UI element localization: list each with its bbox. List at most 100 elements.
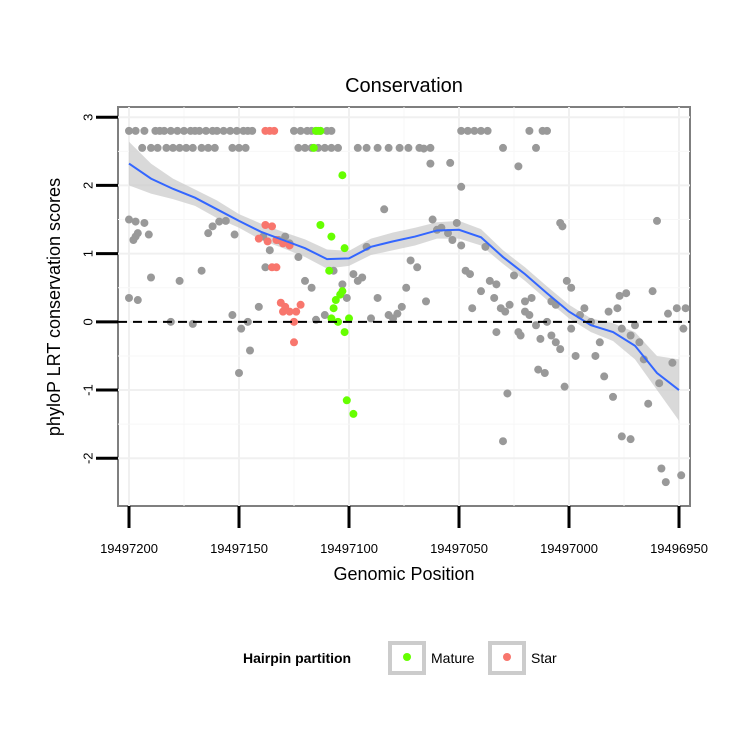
y-tick-label-1: 2	[81, 182, 96, 189]
point-other-186	[426, 143, 435, 152]
point-other-142	[617, 324, 626, 333]
point-other-17	[232, 126, 241, 135]
point-other-23	[153, 143, 162, 152]
point-other-144	[626, 331, 635, 340]
point-star-3	[261, 220, 270, 229]
point-other-143	[622, 289, 631, 298]
point-other-56	[243, 317, 252, 326]
point-other-69	[320, 311, 329, 320]
point-other-155	[668, 358, 677, 367]
point-other-125	[534, 365, 543, 374]
point-other-35	[125, 215, 133, 224]
point-other-25	[169, 143, 177, 152]
point-other-129	[560, 382, 569, 391]
point-other-84	[402, 283, 411, 292]
point-other-71	[338, 280, 347, 289]
point-other-82	[393, 309, 402, 318]
point-mature-11	[338, 287, 347, 296]
point-other-12	[202, 126, 210, 135]
point-other-173	[301, 143, 309, 152]
point-mature-2	[316, 126, 325, 135]
point-other-101	[490, 293, 499, 302]
point-other-16	[226, 126, 235, 135]
point-mature-18	[349, 409, 358, 418]
x-axis: 19497200 19497150 19497100 19497050 19497000…	[100, 506, 708, 556]
point-other-146	[635, 338, 644, 347]
point-other-137	[600, 372, 609, 381]
point-mature-6	[340, 244, 349, 253]
point-star-17	[292, 307, 301, 316]
legend-label-star: Star	[531, 650, 557, 666]
point-other-160	[235, 369, 243, 377]
point-other-148	[644, 399, 653, 408]
point-other-108	[516, 331, 525, 340]
point-mature-4	[338, 171, 347, 180]
point-other-52	[221, 216, 230, 225]
point-other-1	[131, 126, 140, 135]
point-other-156	[672, 304, 681, 313]
x-axis-title: Genomic Position	[333, 564, 474, 584]
point-other-201	[532, 143, 540, 152]
y-tick-label-3: 0	[81, 318, 96, 325]
point-other-22	[147, 143, 155, 152]
point-other-154	[664, 309, 672, 318]
legend-dot-star	[503, 653, 511, 661]
point-other-37	[140, 218, 149, 227]
point-other-104	[501, 307, 510, 316]
point-mature-8	[325, 266, 334, 275]
point-mature-15	[340, 328, 349, 337]
point-other-138	[604, 307, 613, 316]
point-other-161	[503, 389, 512, 398]
point-other-106	[510, 271, 518, 280]
point-other-26	[175, 143, 184, 152]
point-mature-14	[334, 317, 342, 326]
point-other-158	[679, 324, 688, 333]
x-tick-label-2: 19497100	[320, 541, 378, 556]
point-star-15	[285, 307, 294, 316]
point-other-94	[457, 241, 466, 250]
point-other-153	[661, 478, 670, 487]
point-mature-16	[345, 314, 353, 323]
point-mature-17	[342, 396, 351, 405]
legend: Hairpin partition Mature Star	[243, 641, 557, 675]
point-other-111	[527, 293, 536, 302]
point-other-43	[133, 296, 142, 305]
point-star-18	[296, 300, 305, 309]
point-other-140	[613, 304, 622, 313]
point-other-63	[281, 232, 290, 241]
point-other-36	[131, 217, 140, 226]
point-other-149	[648, 287, 657, 296]
point-other-200	[543, 126, 551, 135]
point-other-114	[540, 369, 549, 377]
point-other-41	[144, 230, 153, 239]
point-other-182	[384, 143, 393, 152]
point-other-31	[210, 143, 219, 152]
smooth-line-path	[128, 162, 680, 391]
point-star-6	[263, 237, 272, 246]
point-other-178	[334, 143, 342, 152]
point-other-21	[138, 143, 147, 152]
point-other-152	[657, 464, 666, 473]
point-other-85	[406, 256, 415, 265]
point-mature-7	[316, 220, 325, 229]
point-other-181	[373, 143, 382, 152]
point-other-30	[204, 143, 213, 152]
point-other-57	[246, 346, 254, 355]
point-other-151	[655, 379, 664, 388]
point-other-91	[444, 229, 452, 238]
point-other-180	[362, 143, 371, 152]
point-other-124	[521, 307, 529, 316]
point-other-102	[492, 280, 501, 289]
point-other-150	[653, 216, 661, 225]
point-mature-5	[327, 232, 336, 241]
point-other-20	[248, 126, 257, 135]
point-other-199	[525, 126, 534, 135]
point-other-73	[349, 270, 358, 279]
point-other-122	[492, 328, 501, 337]
point-other-34	[241, 143, 250, 152]
point-other-109	[521, 297, 529, 306]
point-star-2	[270, 126, 279, 135]
point-other-5	[160, 126, 169, 135]
y-tick-label-2: 1	[81, 250, 96, 257]
